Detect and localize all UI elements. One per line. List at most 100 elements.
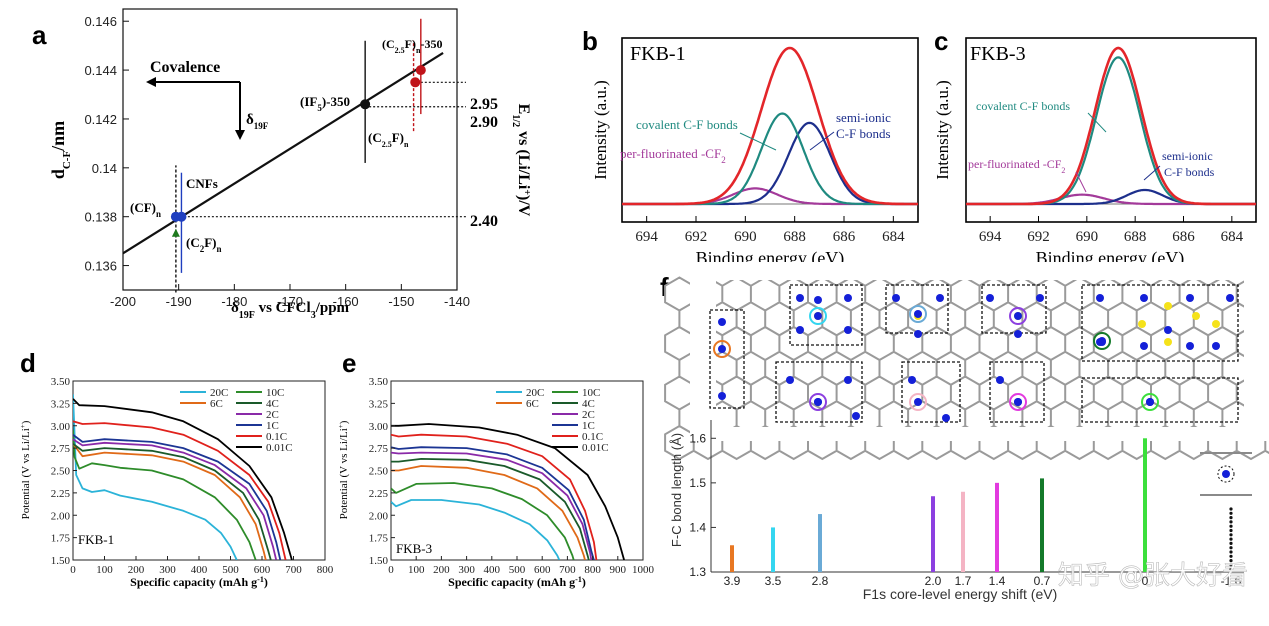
chart-f-ytick-label: 1.3 bbox=[689, 565, 706, 579]
chart-c-label-semi2: C-F bonds bbox=[1164, 165, 1215, 179]
delta-arrowhead-icon bbox=[235, 130, 245, 140]
dotted-marker bbox=[1229, 567, 1233, 571]
chart-f-xtick-label: 3.5 bbox=[765, 574, 782, 588]
chart-a-point bbox=[176, 211, 187, 222]
chart-e-xtick-label: 600 bbox=[534, 564, 551, 576]
chart-d-ytick-label: 1.50 bbox=[51, 555, 71, 567]
chart-a-ytick-label: 0.138 bbox=[84, 210, 117, 225]
chart-e-legend-label: 2C bbox=[582, 409, 595, 421]
chart-d-xtick-label: 700 bbox=[285, 564, 302, 576]
fluorine-atom bbox=[908, 376, 916, 384]
chart-f-xlabel: F1s core-level energy shift (eV) bbox=[863, 586, 1058, 602]
chart-e-curve-01C bbox=[391, 433, 598, 560]
chart-d: 0 100 200 300 400 500 600 700 800 1.50 1.75 2.00 2.2… bbox=[19, 376, 334, 589]
chart-d-legend-label: 0.1C bbox=[266, 431, 287, 443]
covalence-arrowhead-icon bbox=[146, 77, 156, 87]
highlighted-fluorine-atom bbox=[914, 310, 922, 318]
lattice-mask-right bbox=[1244, 268, 1269, 438]
chart-b-xtick-label: 688 bbox=[783, 229, 806, 245]
carbon-bonded-atom bbox=[1212, 320, 1220, 328]
chart-c-xtick-label: 686 bbox=[1172, 229, 1195, 245]
chart-a-xtick-label: -160 bbox=[333, 294, 359, 309]
chart-e-xtick-label: 0 bbox=[388, 564, 394, 576]
chart-b-pointer-semi bbox=[809, 131, 835, 151]
chart-a-ytick-label: 0.14 bbox=[92, 161, 117, 176]
chart-c-label-perf: per-fluorinated -CF2 bbox=[968, 157, 1065, 175]
fluorine-configurations bbox=[713, 294, 1234, 422]
chart-a-xtick-label: -180 bbox=[221, 294, 247, 309]
dotted-marker bbox=[1229, 550, 1233, 554]
chart-a-xtick-label: -200 bbox=[110, 294, 136, 309]
fluorine-atom bbox=[1186, 342, 1194, 350]
dotted-marker bbox=[1229, 511, 1233, 515]
panel-label-d: d bbox=[20, 348, 36, 378]
fluorine-atom bbox=[1212, 342, 1220, 350]
dotted-marker bbox=[1229, 563, 1233, 567]
chart-b-xtick-label: 694 bbox=[635, 229, 658, 245]
chart-a-xtick-label: -170 bbox=[277, 294, 303, 309]
chart-c-xtick-label: 684 bbox=[1221, 229, 1244, 245]
chart-e-xtick-label: 800 bbox=[584, 564, 601, 576]
chart-a-ytick-label: 0.146 bbox=[84, 14, 117, 29]
dotted-marker bbox=[1229, 516, 1233, 520]
chart-d-legend-label: 20C bbox=[210, 387, 228, 399]
highlighted-fluorine-atom bbox=[718, 345, 726, 353]
chart-c-label-semi1: semi-ionic bbox=[1162, 149, 1213, 163]
bar-shift-3.5 bbox=[771, 527, 775, 572]
panel-label-c: c bbox=[934, 26, 948, 56]
highlight-ring bbox=[1009, 393, 1027, 411]
fluorine-atom bbox=[1036, 294, 1044, 302]
highlight-ring bbox=[809, 393, 827, 411]
chart-e-xlabel: Specific capacity (mAh g-1) bbox=[448, 575, 586, 590]
chart-e-curve-1C bbox=[391, 446, 595, 560]
chart-d-legend-label: 4C bbox=[266, 398, 279, 410]
highlight-ring bbox=[1141, 393, 1159, 411]
highlighted-fluorine-atom bbox=[914, 398, 922, 406]
chart-d-curve-01C bbox=[73, 420, 287, 560]
fluorine-atom bbox=[1164, 326, 1172, 334]
chart-d-xtick-label: 0 bbox=[70, 564, 76, 576]
chart-d-ytick-label: 2.50 bbox=[51, 466, 71, 478]
chart-e-xtick-label: 300 bbox=[458, 564, 475, 576]
carbon-bonded-atom bbox=[1138, 320, 1146, 328]
fluorine-atom bbox=[1140, 294, 1148, 302]
chart-d-legend-label: 2C bbox=[266, 409, 279, 421]
chart-c-pointer-perf bbox=[1075, 171, 1087, 193]
dotted-marker bbox=[1229, 546, 1233, 550]
fluorine-atom bbox=[718, 318, 726, 326]
chart-a-ytick-label: 0.144 bbox=[84, 63, 117, 78]
bar-shift-3.9 bbox=[730, 545, 734, 572]
highlighted-fluorine-atom bbox=[814, 398, 822, 406]
fluorine-atom bbox=[814, 296, 822, 304]
chart-d-legend-label: 10C bbox=[266, 387, 284, 399]
chart-a: -200 -190 -180 -170 -160 -150 -140 0.136 0.138 0.… bbox=[48, 8, 533, 321]
chart-d-ytick-label: 2.00 bbox=[51, 510, 71, 522]
bar-shift-2.0 bbox=[931, 496, 935, 572]
chart-e-curve-001C bbox=[391, 423, 625, 560]
highlight-ring bbox=[1093, 332, 1111, 350]
dotted-marker bbox=[1229, 554, 1233, 558]
configuration-box bbox=[789, 284, 863, 346]
fluorine-atom bbox=[914, 330, 922, 338]
highlighted-fluorine-atom bbox=[1098, 337, 1106, 345]
fluorine-atom bbox=[942, 414, 950, 422]
fluorine-atom bbox=[718, 392, 726, 400]
chart-b-xtick-label: 692 bbox=[685, 229, 708, 245]
chart-c: 694 692 690 688 686 684 FKB-3 Binding energy … bbox=[933, 37, 1257, 269]
highlighted-fluorine-atom bbox=[1014, 312, 1022, 320]
chart-a-point bbox=[415, 65, 426, 76]
chart-e-legend-label: 1C bbox=[582, 420, 595, 432]
fluorine-atom bbox=[936, 294, 944, 302]
chart-d-curve-2C bbox=[73, 438, 278, 560]
label-c25f-n: (C2.5F)n bbox=[368, 130, 409, 149]
chart-c-frame bbox=[965, 37, 1257, 223]
chart-d-xtick-label: 600 bbox=[254, 564, 271, 576]
chart-b-title: FKB-1 bbox=[630, 43, 686, 65]
label-c25f-350: (C2.5F)n-350 bbox=[382, 37, 442, 55]
chart-e-title: FKB-3 bbox=[396, 541, 432, 556]
chart-c-title: FKB-3 bbox=[970, 43, 1026, 65]
fluorine-atom bbox=[996, 376, 1004, 384]
chart-c-xtick-label: 688 bbox=[1124, 229, 1147, 245]
fluorine-atom bbox=[844, 294, 852, 302]
